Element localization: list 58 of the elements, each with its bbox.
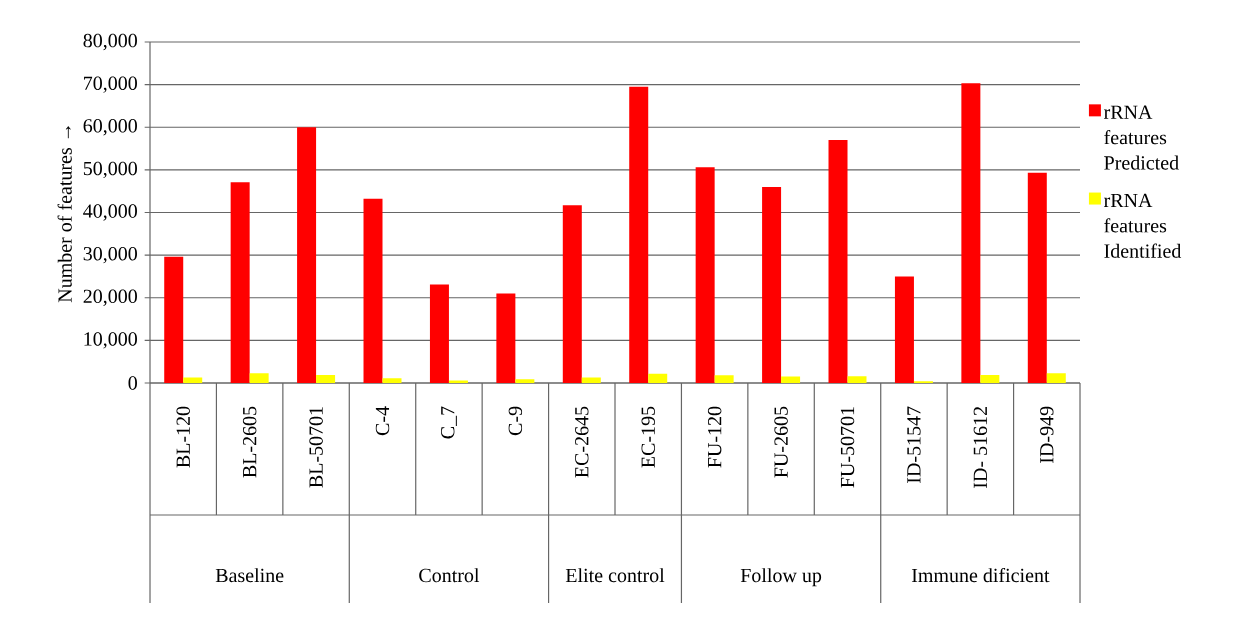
y-tick-label: 60,000 bbox=[83, 119, 137, 136]
legend-label: rRNA features Identified bbox=[1103, 193, 1182, 258]
bar bbox=[648, 373, 668, 384]
y-tick-label: 70,000 bbox=[84, 76, 137, 93]
y-axis-title: Number of features → bbox=[57, 126, 72, 303]
y-tick-label: 30,000 bbox=[83, 246, 137, 264]
x-tick-label: EC-2645 bbox=[575, 406, 589, 478]
bar bbox=[961, 83, 981, 384]
x-tick-label: FU-2605 bbox=[774, 406, 788, 478]
x-tick-label: ID-949 bbox=[1040, 406, 1054, 463]
bar bbox=[496, 293, 516, 384]
y-tick-label: 10,000 bbox=[84, 332, 137, 349]
legend-label: rRNA features Predicted bbox=[1103, 105, 1179, 170]
x-tick-label: C-9 bbox=[508, 406, 523, 436]
y-tick-label: 50,000 bbox=[83, 161, 137, 179]
text: Immune dificient bbox=[911, 567, 1050, 583]
bar bbox=[629, 86, 649, 384]
bar bbox=[980, 374, 1000, 384]
text: Follow up bbox=[740, 568, 822, 587]
x-tick-label: BL-120 bbox=[176, 406, 190, 468]
text: Baseline bbox=[215, 568, 284, 583]
bar bbox=[762, 186, 782, 384]
y-tick-label: 0 bbox=[128, 376, 137, 390]
bar bbox=[297, 127, 317, 384]
x-tick-label: FU-50701 bbox=[840, 407, 855, 488]
bar bbox=[249, 373, 269, 384]
y-tick-label: 40,000 bbox=[83, 204, 137, 221]
x-tick-label: FU-120 bbox=[707, 406, 722, 468]
bar bbox=[316, 374, 336, 384]
bar bbox=[581, 377, 601, 384]
bar bbox=[429, 284, 449, 384]
bar bbox=[164, 256, 184, 384]
bar bbox=[1046, 373, 1066, 384]
bar bbox=[847, 376, 867, 384]
bar bbox=[562, 205, 582, 384]
bar bbox=[894, 276, 914, 384]
bar bbox=[515, 379, 535, 384]
x-tick-label: EC-195 bbox=[641, 406, 655, 468]
bar bbox=[230, 182, 250, 384]
bar bbox=[695, 167, 715, 384]
bar bbox=[448, 380, 468, 384]
text: Control bbox=[419, 568, 480, 583]
bar bbox=[363, 198, 383, 384]
x-tick-label: BL-2605 bbox=[242, 406, 257, 478]
x-tick-label: C-4 bbox=[375, 406, 390, 436]
bar bbox=[714, 375, 734, 384]
bar bbox=[781, 376, 801, 384]
text: Elite control bbox=[565, 568, 665, 583]
x-tick-label: C_7 bbox=[441, 406, 457, 439]
y-tick-label: 20,000 bbox=[83, 289, 137, 306]
y-tick-label: 80,000 bbox=[83, 33, 137, 51]
x-tick-label: ID- 51612 bbox=[973, 407, 988, 488]
x-tick-label: ID-51547 bbox=[907, 406, 921, 483]
bar bbox=[828, 140, 848, 384]
bar bbox=[183, 377, 203, 384]
bar bbox=[1027, 172, 1047, 384]
bar bbox=[382, 378, 402, 384]
x-tick-label: BL-50701 bbox=[309, 407, 323, 488]
